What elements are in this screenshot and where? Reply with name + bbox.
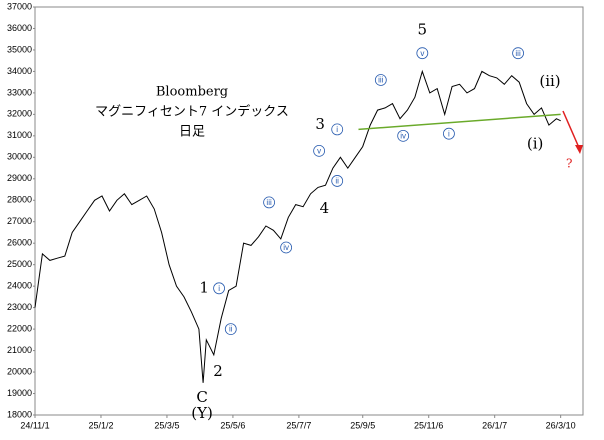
- y-tick-label: 35000: [7, 44, 32, 54]
- wave-label: v: [317, 146, 321, 155]
- x-tick-label: 26/1/7: [482, 420, 507, 430]
- y-tick-label: 29000: [7, 173, 32, 183]
- y-tick-label: 26000: [7, 238, 32, 248]
- wave-circle: [313, 144, 326, 157]
- y-tick-label: 27000: [7, 216, 32, 226]
- chart-title: Bloomberg: [156, 85, 228, 100]
- wave-circle: [443, 127, 455, 140]
- wave-label: i: [336, 125, 338, 134]
- wave-label: C: [196, 388, 207, 406]
- wave-label: ii: [335, 177, 339, 186]
- wave-circle: [374, 74, 387, 86]
- wave-circle: [512, 47, 524, 60]
- wave-label: 5: [418, 21, 428, 39]
- y-tick-label: 37000: [7, 1, 32, 11]
- y-tick-label: 22000: [7, 323, 32, 333]
- wave-label: v: [420, 49, 424, 58]
- arrow: [562, 110, 583, 154]
- wave-label: iii: [515, 49, 521, 58]
- x-tick-label: 25/11/6: [414, 420, 443, 430]
- wave-label: 4: [320, 199, 330, 217]
- x-tick-label: 25/9/5: [350, 420, 375, 430]
- wave-circle: [213, 282, 225, 295]
- y-tick-label: 33000: [7, 87, 32, 97]
- wave-label: 2: [213, 362, 223, 380]
- x-tick-label: 25/3/5: [154, 420, 179, 430]
- x-tick-label: 25/1/2: [88, 420, 113, 430]
- wave-label: iii: [266, 198, 272, 207]
- y-tick-label: 28000: [7, 195, 32, 205]
- y-tick-label: 23000: [7, 302, 32, 312]
- wave-circle: [263, 196, 275, 209]
- wave-circle: [280, 241, 293, 254]
- plot-frame: [34, 6, 584, 416]
- wave-circle: [224, 323, 237, 336]
- x-tick-label: 25/5/6: [220, 420, 245, 430]
- y-tick-label: 18000: [7, 409, 32, 419]
- y-tick-label: 24000: [7, 281, 32, 291]
- y-tick-label: 34000: [7, 66, 32, 76]
- wave-label: iv: [400, 131, 406, 140]
- wave-label: (Y): [191, 404, 213, 422]
- chart-title: 日足: [179, 125, 205, 140]
- y-tick-label: 19000: [7, 388, 32, 398]
- y-tick-label: 36000: [7, 23, 32, 33]
- wave-label: i: [218, 284, 220, 293]
- y-tick-label: 32000: [7, 109, 32, 119]
- wave-circle: [331, 175, 344, 187]
- wave-label: i: [448, 129, 450, 138]
- y-tick-label: 21000: [7, 345, 32, 355]
- trendline: [358, 113, 561, 131]
- wave-label: (i): [527, 134, 544, 152]
- y-tick-label: 30000: [7, 152, 32, 162]
- wave-label: 1: [199, 278, 209, 296]
- wave-circle: [331, 123, 344, 136]
- price-line: [34, 69, 561, 383]
- x-tick-label: 25/7/7: [286, 420, 311, 430]
- chart-title: マグニフィセント7 インデックス: [95, 104, 289, 120]
- wave-label: ?: [566, 156, 572, 170]
- wave-label: iii: [378, 76, 384, 85]
- wave-label: (ii): [539, 72, 560, 90]
- wave-circle: [416, 47, 429, 60]
- wave-circle: [397, 129, 410, 142]
- y-tick-label: 20000: [7, 366, 32, 376]
- wave-label: iv: [283, 243, 289, 252]
- x-tick-label: 24/11/1: [20, 420, 49, 430]
- x-tick-label: 26/3/10: [546, 420, 576, 430]
- wave-label: ii: [229, 325, 233, 334]
- y-tick-label: 25000: [7, 259, 32, 269]
- wave-label: 3: [315, 115, 325, 133]
- y-tick-label: 31000: [7, 130, 32, 140]
